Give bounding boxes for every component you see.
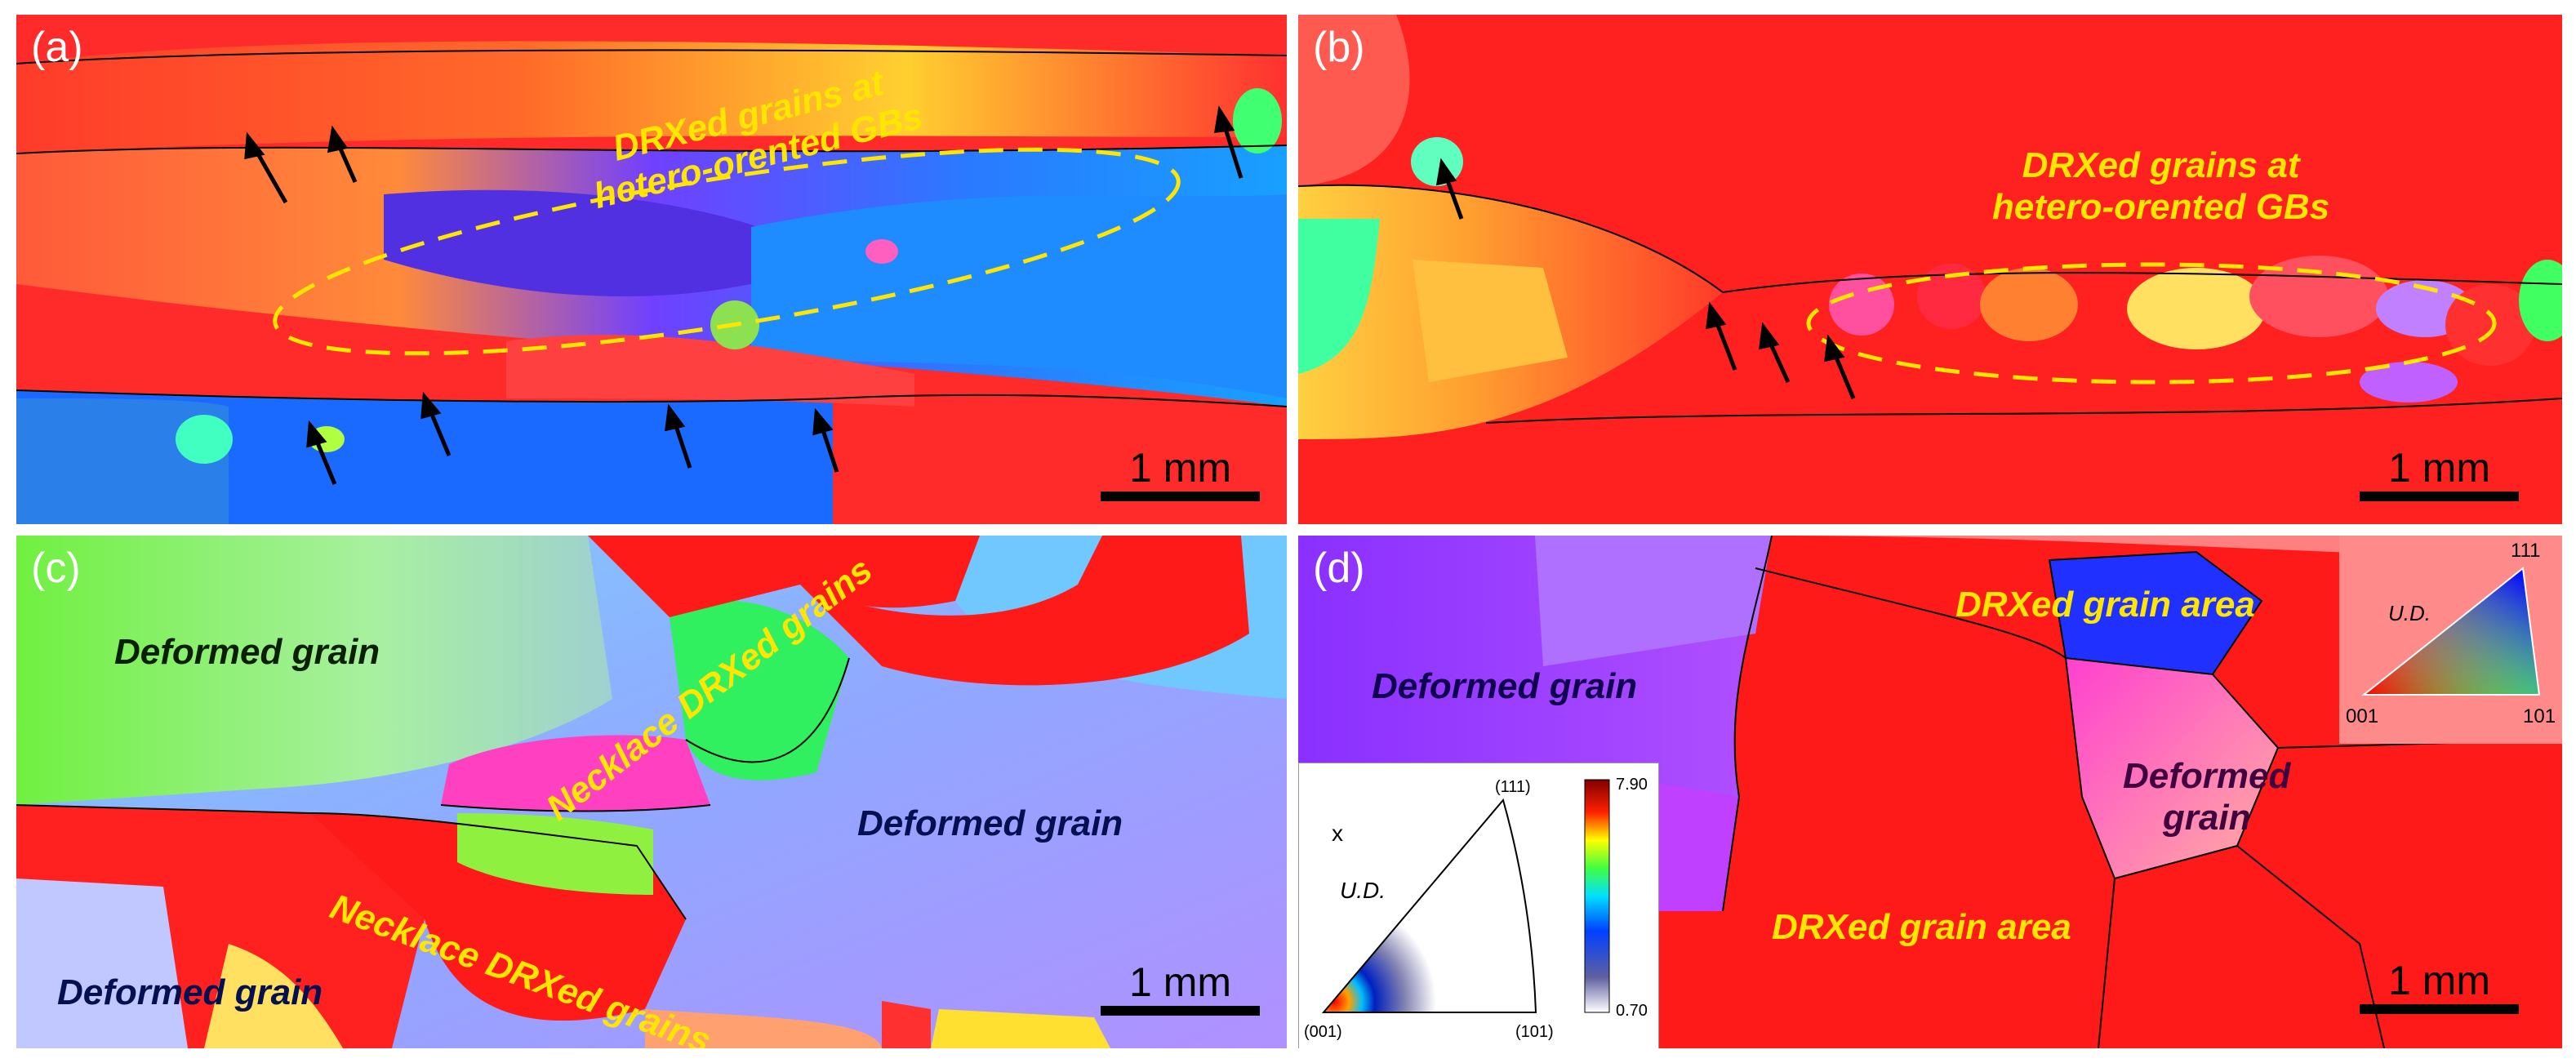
ipf-triangle	[2361, 567, 2541, 696]
annotation-drx-at-gbs-b: DRXed grains at hetero-orented GBs	[1992, 145, 2329, 228]
scale-bar-c: 1 mm	[1101, 962, 1260, 1016]
pf-corner-111: (111)	[1495, 778, 1531, 796]
label-drx-area-d1: DRXed grain area	[1955, 585, 2255, 625]
scale-bar-b: 1 mm	[2360, 447, 2519, 501]
panel-d: (d) Deformed grain Deformed grain DRXed …	[1298, 536, 2562, 1048]
pole-figure-plot	[1321, 779, 1610, 1013]
scale-line-d	[2360, 1004, 2519, 1014]
scale-bar-a: 1 mm	[1101, 447, 1260, 501]
panel-b: (b) DRXed grains at hetero-orented GBs 1…	[1298, 15, 2562, 524]
scale-line-c	[1101, 1006, 1260, 1016]
ipf-color-key: 111 001 101 U.D.	[2339, 536, 2562, 744]
pf-corner-001: (001)	[1304, 1023, 1342, 1041]
ebsd-map-c	[16, 536, 1287, 1048]
label-deformed-grain-c2: Deformed grain	[857, 803, 1123, 843]
panel-c: (c) Deformed grain Deformed grain Deform…	[16, 536, 1287, 1048]
ipf-corner-001: 001	[2346, 705, 2379, 727]
scale-bar-d: 1 mm	[2360, 960, 2519, 1014]
scale-label-c: 1 mm	[1129, 959, 1231, 1005]
label-deformed-grain-c1: Deformed grain	[114, 632, 380, 672]
ebsd-map-b	[1298, 15, 2562, 524]
scale-label-d: 1 mm	[2388, 958, 2490, 1003]
label-deformed-grain-d2: Deformed grain	[2123, 756, 2290, 838]
label-deformed-grain-d2-line2: grain	[2162, 797, 2251, 838]
annotation-line1-b: DRXed grains at	[2022, 145, 2300, 185]
pf-axis-label: U.D.	[1340, 878, 1386, 903]
panel-label-c: (c)	[31, 545, 81, 592]
panel-label-a: (a)	[31, 24, 83, 71]
label-deformed-grain-d1: Deformed grain	[1372, 666, 1638, 706]
inverse-pole-figure: x U.D. (111) (001) (101) 7.90 0.70	[1298, 763, 1659, 1048]
pf-corner-101: (101)	[1515, 1023, 1554, 1041]
scale-label-a: 1 mm	[1129, 445, 1231, 491]
pf-axis-x: x	[1332, 821, 1343, 846]
scale-line-b	[2360, 491, 2519, 501]
annotation-line2-b: hetero-orented GBs	[1992, 186, 2330, 227]
colorbar-min: 0.70	[1616, 1002, 1648, 1020]
label-drx-area-d2: DRXed grain area	[1772, 907, 2071, 947]
scale-label-b: 1 mm	[2388, 445, 2490, 491]
label-deformed-grain-d2-line1: Deformed	[2123, 756, 2291, 796]
panel-label-b: (b)	[1313, 24, 1365, 71]
ipf-axis-label: U.D.	[2388, 601, 2431, 625]
colorbar-max: 7.90	[1616, 776, 1648, 794]
panel-a: (a) DRXed grains at hetero-orented GBs 1…	[16, 15, 1287, 524]
label-deformed-grain-c3: Deformed grain	[57, 972, 323, 1012]
ipf-corner-101: 101	[2523, 705, 2556, 727]
panel-label-d: (d)	[1313, 545, 1365, 592]
ebsd-map-a	[16, 15, 1287, 524]
scale-line-a	[1101, 491, 1260, 501]
ipf-corner-111: 111	[2511, 540, 2541, 562]
